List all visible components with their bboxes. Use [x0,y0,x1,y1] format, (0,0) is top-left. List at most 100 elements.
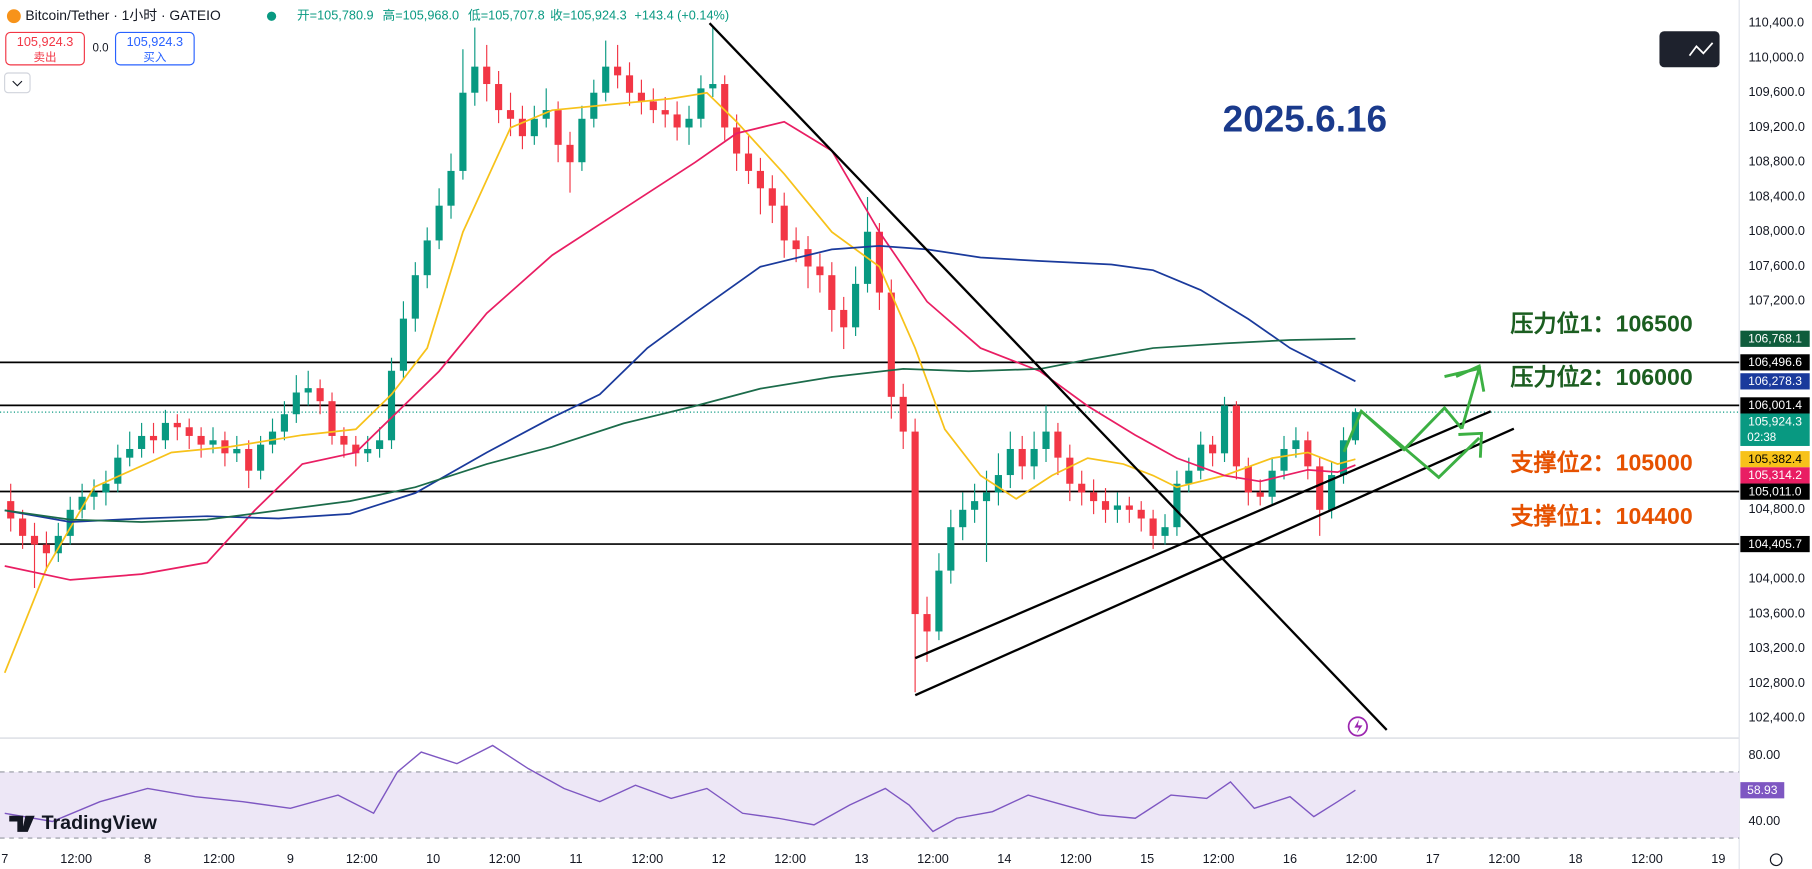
ohlc-high: 高=105,968.0 [383,8,460,23]
price-label: 104,405.7 [1748,537,1802,551]
buy-button[interactable] [114,31,195,66]
market-status [266,11,277,21]
candle-body [566,144,574,163]
event-icon-bolt [1354,719,1363,734]
drawings [708,22,1515,737]
price-label: 106,768.1 [1748,332,1802,346]
candle-body [530,118,538,137]
y-tick-label: 110,400.0 [1748,15,1804,30]
price-label-box [1740,397,1810,414]
price-label-box [1740,330,1810,347]
candle-body [804,249,812,267]
candle-body [614,66,622,76]
rsi-value-box [1740,782,1785,799]
price-label-box [1740,483,1810,500]
y-tick-label: 110,000.0 [1748,49,1804,64]
x-tick-label: 12:00 [1488,851,1520,866]
price-label: 106,001.4 [1748,398,1802,412]
candle-body [316,388,324,402]
candle-body [411,275,419,319]
logo-text: TradingView [42,812,158,834]
candle-body [721,84,729,128]
candle-body [1292,440,1300,449]
candle-body [1125,505,1133,510]
x-tick-label: 10 [426,851,440,866]
candle-body [185,427,193,436]
candle-body [1066,457,1074,484]
moving-average [4,337,1356,523]
candle-body [387,370,396,441]
candle-body [780,205,788,241]
moving-average [4,244,1356,523]
x-tick-label: 12:00 [1060,851,1092,866]
candle-body [1280,448,1288,471]
level-lines [0,361,1740,839]
candle-body [1137,509,1145,519]
candle-body [852,283,860,328]
candle-body [459,92,467,171]
logo-mark [9,815,35,832]
candle-body [304,388,312,393]
price-label: 105,924.3 [1748,414,1802,428]
x-tick-label: 12:00 [346,851,378,866]
candle-body [899,396,907,432]
price-label-box [1740,451,1810,468]
candle-body [435,205,443,241]
candle-body [1209,444,1217,454]
candle-body [971,501,979,510]
sell-button[interactable] [5,31,85,66]
y-tick-label: 108,400.0 [1748,188,1805,203]
level-annotation: 支撑位1：104400 [1510,503,1692,529]
projection-arrow [1360,410,1481,480]
axes: 110,400.0 110,000.0 109,600.0 109,200.0 108,… [1,15,1810,866]
x-tick-label: 12:00 [631,851,663,866]
candle-body [947,527,955,571]
candle-body [447,170,455,206]
candle-body [1149,518,1157,536]
candle-body [816,266,824,276]
sell-price: 105,924.3 [17,34,74,49]
price-label-box [1740,354,1810,371]
annotations: 压力位1：106500 压力位2：106000 支撑位2：105000 支撑位1：10… [1510,311,1692,529]
candle-body [840,309,848,328]
candle-body [756,170,764,189]
y-tick-label: 108,000.0 [1748,223,1805,238]
price-label-box [1740,535,1810,553]
logo: TradingView [9,812,158,834]
candle-body [149,435,158,441]
ohlc-open: 开=105,780.9 [297,8,374,23]
candle-body [1232,405,1240,467]
candle-body [233,448,241,454]
moving-average [4,120,1356,581]
candle-body [340,435,348,445]
x-tick-label: 12:00 [203,851,235,866]
x-tick-label: 13 [854,851,868,866]
candle-body [1161,527,1169,536]
series [3,27,1359,833]
candle-body [935,570,943,632]
ohlc-change: +143.4 (+0.14%) [634,8,729,23]
buy-price: 105,924.3 [127,34,184,49]
chevron [12,80,23,87]
candle-body [1042,431,1050,449]
candle-body [982,492,991,502]
x-tick-label: 12:00 [774,851,806,866]
candle-body [768,188,776,206]
candle-body [649,101,657,111]
candle-body [423,240,431,276]
candle-body [828,275,836,310]
candle-body [399,318,407,371]
x-tick-label: 12:00 [1203,851,1235,866]
candle-body [661,110,669,115]
ohlc-close: 收=105,924.3 [550,8,627,23]
price-label: 105,314.2 [1748,468,1802,482]
trendline [708,22,1388,731]
settings-icon[interactable] [1769,853,1783,867]
drawing-tool-button[interactable] [1659,31,1720,68]
candle-body [709,84,717,89]
candle-body [1030,448,1038,467]
candle-body [376,440,384,449]
collapse-button[interactable] [4,72,31,94]
